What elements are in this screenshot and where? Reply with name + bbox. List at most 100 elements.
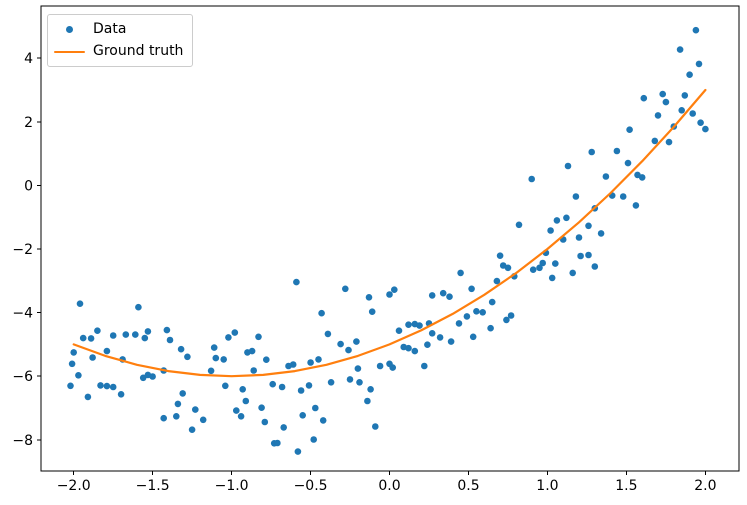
scatter-point: [207, 367, 215, 375]
scatter-point: [225, 334, 232, 341]
scatter-point: [103, 347, 111, 355]
scatter-point: [364, 397, 371, 405]
scatter-point: [237, 413, 245, 420]
scatter-point: [318, 309, 325, 317]
scatter-point: [299, 412, 307, 419]
scatter-point: [640, 94, 648, 102]
scatter-point: [468, 285, 475, 293]
scatter-point: [553, 217, 561, 224]
scatter-point: [602, 173, 610, 180]
scatter-point: [315, 356, 322, 363]
scatter-point: [651, 137, 659, 145]
scatter-point: [446, 293, 453, 301]
scatter-point: [324, 330, 332, 338]
scatter-point: [346, 376, 354, 383]
scatter-point: [416, 322, 423, 329]
scatter-point: [678, 107, 685, 114]
y-tick-label: −4: [12, 306, 33, 322]
scatter-point: [447, 338, 455, 345]
scatter-point: [665, 138, 673, 146]
scatter-point: [305, 382, 313, 389]
scatter-point: [231, 329, 239, 336]
scatter-point: [686, 71, 693, 78]
scatter-point: [263, 356, 270, 364]
scatter-point: [353, 338, 360, 345]
y-tick-label: −8: [12, 433, 33, 449]
scatter-point: [248, 347, 256, 355]
scatter-point: [274, 439, 281, 447]
scatter-point: [439, 289, 447, 297]
scatter-point: [463, 313, 471, 320]
scatter-point: [258, 404, 265, 412]
scatter-point: [697, 119, 704, 126]
scatter-point: [632, 202, 640, 209]
scatter-point: [552, 260, 559, 267]
scatter-point: [233, 407, 240, 414]
scatter-point: [654, 112, 662, 119]
scatter-point: [681, 92, 689, 99]
scatter-point: [619, 193, 627, 200]
scatter-point: [160, 414, 167, 422]
x-tick-label: 1.5: [615, 478, 637, 494]
scatter-point: [70, 349, 77, 356]
y-tick-label: −6: [12, 369, 33, 385]
scatter-point: [293, 278, 300, 286]
scatter-point: [307, 359, 314, 366]
scatter-point: [199, 416, 207, 424]
scatter-point: [75, 372, 82, 379]
scatter-point: [109, 332, 117, 339]
scatter-point: [278, 383, 286, 391]
scatter-point: [250, 367, 257, 374]
scatter-point: [421, 362, 428, 370]
scatter-point: [692, 26, 700, 34]
scatter-point: [89, 354, 96, 361]
legend-handle: [54, 26, 85, 33]
scatter-point: [319, 417, 327, 424]
scatter-point: [122, 331, 130, 338]
x-tick-label: −0.5: [294, 478, 328, 494]
scatter-point: [220, 356, 227, 363]
scatter-point: [289, 361, 297, 368]
scatter-point: [109, 383, 117, 391]
legend-handle: [54, 50, 85, 53]
scatter-point: [242, 397, 250, 405]
scatter-point: [255, 333, 262, 341]
scatter-point: [569, 269, 576, 277]
scatter-point: [173, 413, 180, 420]
scatter-point: [588, 148, 595, 156]
y-tick-label: 4: [24, 51, 33, 67]
scatter-point: [428, 330, 436, 337]
scatter-point: [597, 230, 605, 237]
scatter-point: [372, 423, 379, 430]
data-points: [67, 26, 709, 455]
scatter-point: [529, 266, 537, 274]
scatter-point: [536, 264, 543, 272]
scatter-point: [507, 312, 515, 319]
scatter-point: [613, 147, 621, 155]
legend-label-data: Data: [93, 21, 127, 37]
scatter-point: [564, 162, 572, 170]
line-marker-icon: [54, 50, 85, 53]
y-tick-label: 2: [24, 115, 33, 131]
scatter-point: [493, 277, 501, 285]
scatter-point: [488, 298, 496, 306]
y-tick-label: 0: [24, 178, 33, 194]
scatter-point: [166, 336, 174, 344]
scatter-point: [591, 263, 599, 270]
scatter-point: [689, 110, 696, 117]
scatter-point: [94, 327, 101, 335]
scatter-point: [473, 308, 480, 315]
x-tick-label: −2.0: [57, 478, 91, 494]
scatter-point: [365, 294, 373, 301]
scatter-point: [487, 324, 494, 332]
scatter-point: [297, 387, 305, 394]
scatter-point: [528, 175, 535, 183]
scatter-point: [354, 365, 362, 372]
scatter-point: [395, 327, 403, 335]
legend-item-ground-truth: Ground truth: [54, 42, 183, 61]
scatter-point: [174, 400, 182, 408]
scatter-point: [428, 292, 436, 299]
x-tick-label: 0.0: [378, 478, 400, 494]
